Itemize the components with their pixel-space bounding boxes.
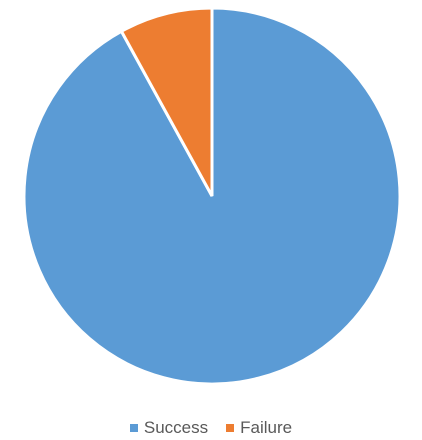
legend-swatch-failure: [226, 424, 235, 432]
legend-swatch-success: [129, 424, 138, 432]
pie-slice-failure: [119, 6, 214, 197]
legend-label-success: Success: [143, 418, 209, 437]
legend: Success Failure: [0, 416, 422, 440]
legend-item-failure: Failure: [226, 418, 292, 438]
legend-label-failure: Failure: [240, 418, 293, 437]
legend-item-success: Success: [129, 418, 209, 438]
pie-chart: [22, 6, 402, 386]
